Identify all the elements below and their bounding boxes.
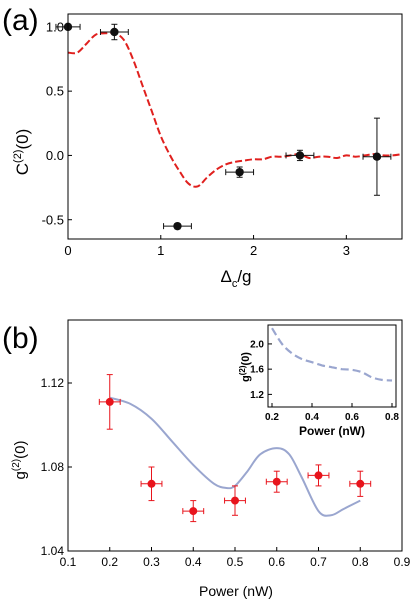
inset-x-tick-label: 0.6 — [345, 412, 359, 423]
panel-b-y-axis-label: g(2)(0) — [11, 441, 29, 480]
panel-b-data-point — [182, 500, 205, 523]
panel-a-y-tick-label: -0.5 — [42, 212, 64, 227]
panel-b-inset: g(2)(0) Power (nW) 0.2 0.4 0.6 0.8 1.2 1.6 2.0 — [238, 324, 399, 438]
panel-a: (a) C(2)(0) Δc/g 0 1 2 3 1.0 0.5 0.0 -0.5 — [2, 4, 403, 290]
panel-b-data-point — [265, 470, 288, 493]
panel-b-x-tick-label: 0.2 — [101, 555, 118, 569]
panel-b-x-tick-label: 0.4 — [185, 555, 202, 569]
panel-b-marker — [105, 397, 114, 406]
panel-b-data-point — [98, 374, 121, 430]
panel-b-data-point — [224, 485, 246, 516]
panel-b-marker — [147, 479, 156, 488]
panel-a-data-point — [99, 23, 129, 41]
panel-a-x-tick-label: 0 — [64, 243, 71, 258]
panel-b-x-tick-label: 0.1 — [60, 555, 77, 569]
panel-b-y-tick-label: 1.08 — [41, 460, 65, 474]
panel-a-marker — [110, 27, 119, 37]
panel-b-marker — [189, 507, 198, 516]
inset-y-axis-label: g(2)(0) — [238, 352, 252, 382]
inset-y-tick-label: 2.0 — [250, 339, 264, 350]
panel-b-y-tick-label: 1.12 — [41, 376, 65, 390]
panel-b-label: (b) — [2, 322, 39, 355]
panel-b-marker — [356, 479, 365, 488]
panel-a-marker — [372, 152, 382, 161]
inset-x-axis-label: Power (nW) — [299, 424, 365, 438]
inset-x-tick-label: 0.4 — [305, 412, 319, 423]
panel-a-x-tick-label: 1 — [157, 243, 164, 258]
panel-a-marker — [173, 221, 182, 231]
panel-a-fit-curve — [67, 31, 403, 188]
panel-a-y-tick-label: 1.0 — [46, 19, 64, 34]
panel-b-x-tick-label: 0.3 — [143, 555, 160, 569]
panel-a-y-tick-label: 0.0 — [46, 148, 64, 163]
panel-a-y-tick-label: 0.5 — [46, 84, 64, 99]
inset-y-tick-label: 1.6 — [250, 365, 264, 376]
panel-b-data-point — [140, 466, 163, 502]
inset-x-tick-label: 0.2 — [265, 412, 279, 423]
panel-b-marker — [272, 477, 281, 486]
panel-b-data-point — [349, 470, 372, 497]
panel-b-x-tick-label: 0.7 — [310, 555, 327, 569]
panel-b-marker — [314, 471, 323, 480]
panel-b-x-axis-label: Power (nW) — [199, 583, 273, 599]
panel-b-y-tick-label: 1.04 — [41, 544, 65, 558]
panel-b-data-point — [307, 464, 330, 487]
inset-y-tick-label: 1.2 — [250, 390, 264, 401]
panel-b: (b) g(2)(0) Power (nW) 0.1 0.2 0.3 0.4 0.5 0.… — [2, 319, 411, 599]
panel-a-x-tick-label: 2 — [250, 243, 257, 258]
panel-b-x-tick-label: 0.9 — [394, 555, 411, 569]
panel-b-x-tick-label: 0.6 — [268, 555, 285, 569]
panel-a-label: (a) — [2, 4, 39, 37]
panel-a-x-axis-label: Δc/g — [220, 267, 251, 290]
panel-b-frame — [67, 319, 403, 552]
inset-curve — [271, 327, 393, 382]
panel-a-marker — [235, 167, 244, 177]
panel-a-x-tick-label: 3 — [343, 243, 350, 258]
panel-a-data-point — [362, 117, 392, 196]
panel-b-x-tick-label: 0.8 — [352, 555, 369, 569]
inset-frame — [267, 324, 397, 408]
panel-a-y-axis-label: C(2)(0) — [12, 129, 32, 176]
panel-b-x-tick-label: 0.5 — [227, 555, 244, 569]
panel-b-fit-curve — [109, 396, 361, 517]
panel-a-marker — [295, 151, 305, 160]
panel-a-data-point — [163, 221, 192, 231]
inset-x-tick-label: 0.8 — [385, 412, 399, 423]
panel-a-data-point — [285, 149, 315, 162]
panel-a-data-point — [225, 166, 255, 178]
panel-a-frame — [67, 13, 403, 240]
panel-b-marker — [231, 496, 239, 505]
